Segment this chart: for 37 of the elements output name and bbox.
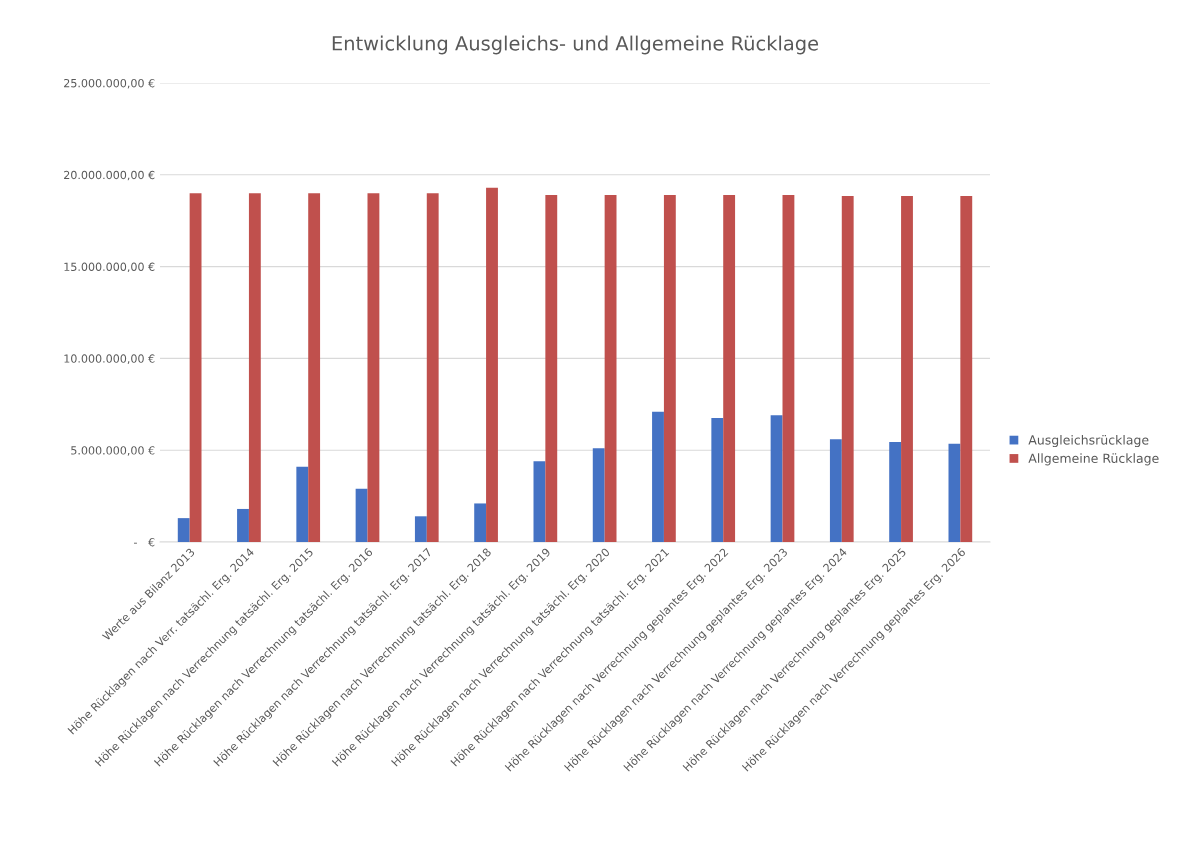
bar	[237, 508, 249, 542]
bar	[189, 193, 202, 542]
y-tick-label: - €	[134, 537, 155, 547]
bar	[367, 193, 380, 542]
bar	[841, 195, 854, 542]
chart-title: Entwicklung Ausgleichs- und Allgemeine Rücklage	[332, 35, 819, 55]
bar	[782, 195, 795, 542]
legend-label: Allgemeine Rücklage	[1028, 453, 1159, 466]
bar	[486, 187, 498, 542]
bar	[474, 503, 487, 542]
bar	[296, 466, 309, 542]
bar	[711, 418, 724, 542]
bar	[355, 488, 368, 542]
bar	[829, 439, 842, 542]
bar	[770, 415, 783, 542]
bar	[663, 195, 676, 542]
y-tick-label: 10.000.000,00 €	[64, 354, 155, 364]
bar	[901, 195, 913, 542]
bar	[948, 443, 961, 542]
bar	[177, 518, 190, 542]
bar	[604, 195, 617, 542]
bar	[592, 448, 605, 542]
bar	[414, 516, 427, 542]
bar	[545, 195, 558, 542]
bar	[652, 411, 664, 542]
bar	[723, 195, 736, 542]
y-tick-label: 15.000.000,00 €	[64, 262, 155, 273]
bar	[426, 193, 439, 542]
bar	[248, 193, 261, 542]
legend-label: Ausgleichsrücklage	[1028, 434, 1149, 448]
bar	[960, 195, 973, 542]
bar	[533, 461, 546, 542]
bar	[308, 193, 321, 542]
y-tick-label: 5.000.000,00 €	[71, 446, 155, 456]
bar	[889, 441, 902, 542]
y-tick-label: 25.000.000,00 €	[64, 78, 155, 89]
y-tick-label: 20.000.000,00 €	[64, 170, 155, 181]
